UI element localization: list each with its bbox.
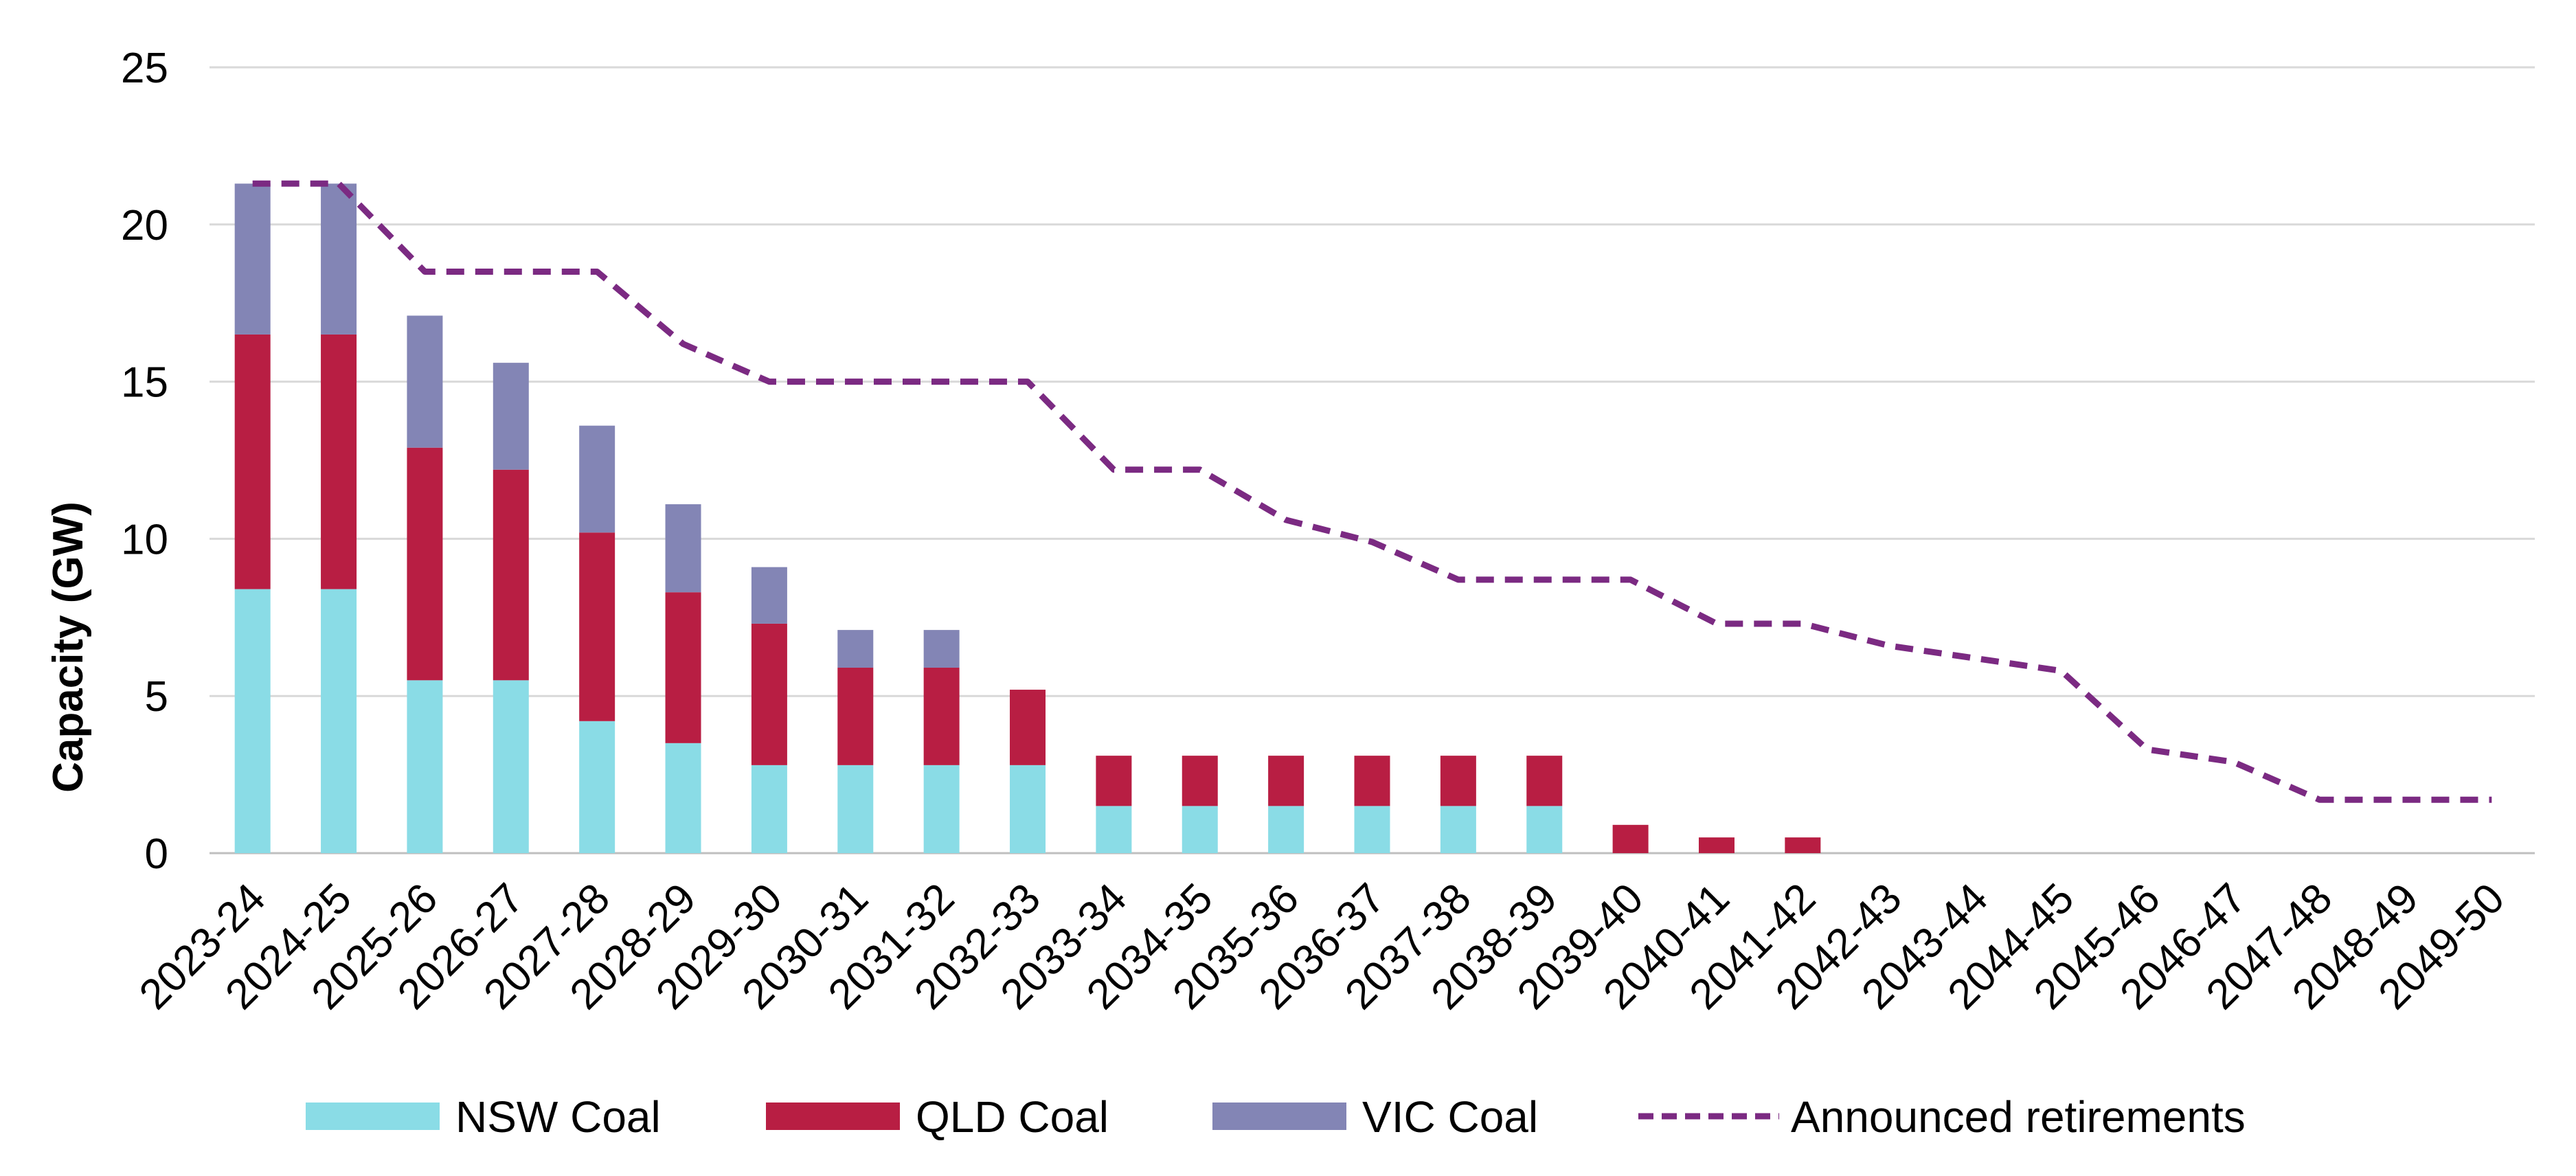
y-tick-label: 20 [121, 202, 168, 249]
bar-nsw-coal [923, 765, 960, 853]
bar-nsw-coal [234, 589, 271, 853]
x-axis-ticks: 2023-242024-252025-262026-272027-282028-… [131, 874, 2513, 1019]
bar-nsw-coal [751, 765, 787, 853]
bar-qld-coal [579, 532, 615, 721]
bar-vic-coal [923, 630, 960, 668]
bar-nsw-coal [1096, 806, 1132, 853]
bar-qld-coal [1785, 837, 1821, 853]
legend-label: Announced retirements [1791, 1092, 2246, 1142]
legend-label: NSW Coal [455, 1092, 661, 1142]
bar-qld-coal [493, 469, 529, 681]
bar-nsw-coal [579, 721, 615, 853]
bar-nsw-coal [493, 680, 529, 853]
y-tick-label: 10 [121, 516, 168, 563]
bar-nsw-coal [665, 743, 701, 853]
bar-nsw-coal [407, 680, 443, 853]
bar-qld-coal [1010, 690, 1046, 765]
bar-qld-coal [665, 592, 701, 743]
bar-vic-coal [493, 363, 529, 470]
bar-qld-coal [1612, 824, 1649, 853]
bar-nsw-coal [321, 589, 357, 853]
y-tick-label: 25 [121, 45, 168, 92]
legend: NSW Coal QLD Coal VIC Coal Announced retire… [306, 1092, 2246, 1142]
legend-swatch-qld-coal [766, 1102, 900, 1130]
bar-qld-coal [837, 668, 874, 765]
y-tick-label: 15 [121, 359, 168, 407]
bar-qld-coal [923, 668, 960, 765]
bar-nsw-coal [837, 765, 874, 853]
bar-qld-coal [234, 334, 271, 589]
bar-nsw-coal [1526, 806, 1563, 853]
bar-qld-coal [321, 334, 357, 589]
legend-swatch-nsw-coal [306, 1102, 440, 1130]
y-axis-title: Capacity (GW) [45, 501, 92, 793]
announced-retirements-line [252, 180, 2492, 803]
retirement-line-layer [252, 180, 2492, 803]
legend-label: VIC Coal [1362, 1092, 1538, 1142]
bar-nsw-coal [1268, 806, 1304, 853]
bar-qld-coal [407, 447, 443, 681]
y-tick-label: 5 [145, 673, 168, 721]
bar-nsw-coal [1440, 806, 1476, 853]
legend-label: QLD Coal [916, 1092, 1109, 1142]
bar-qld-coal [1698, 837, 1735, 853]
bar-qld-coal [751, 623, 787, 765]
bar-vic-coal [837, 630, 874, 668]
bar-nsw-coal [1010, 765, 1046, 853]
bar-qld-coal [1354, 756, 1390, 806]
y-axis-ticks: 0 5 10 15 20 25 [121, 45, 168, 878]
bar-vic-coal [665, 504, 701, 593]
bar-qld-coal [1268, 756, 1304, 806]
bars [234, 183, 1821, 853]
bar-vic-coal [407, 315, 443, 448]
y-tick-label: 0 [145, 830, 168, 878]
bar-vic-coal [321, 183, 357, 335]
gridlines [210, 66, 2535, 855]
bar-vic-coal [579, 425, 615, 533]
bar-vic-coal [234, 183, 271, 335]
bar-qld-coal [1440, 756, 1476, 806]
legend-swatch-vic-coal [1212, 1102, 1346, 1130]
bar-qld-coal [1182, 756, 1218, 806]
bar-qld-coal [1526, 756, 1563, 806]
bar-nsw-coal [1182, 806, 1218, 853]
bar-vic-coal [751, 567, 787, 624]
bar-nsw-coal [1354, 806, 1390, 853]
bar-qld-coal [1096, 756, 1132, 806]
